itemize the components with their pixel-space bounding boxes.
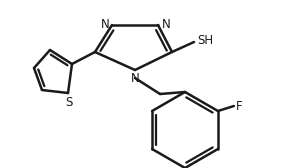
Text: N: N bbox=[162, 18, 170, 32]
Text: S: S bbox=[65, 95, 73, 109]
Text: SH: SH bbox=[197, 33, 213, 47]
Text: N: N bbox=[101, 18, 109, 32]
Text: F: F bbox=[236, 99, 243, 113]
Text: N: N bbox=[131, 72, 139, 85]
